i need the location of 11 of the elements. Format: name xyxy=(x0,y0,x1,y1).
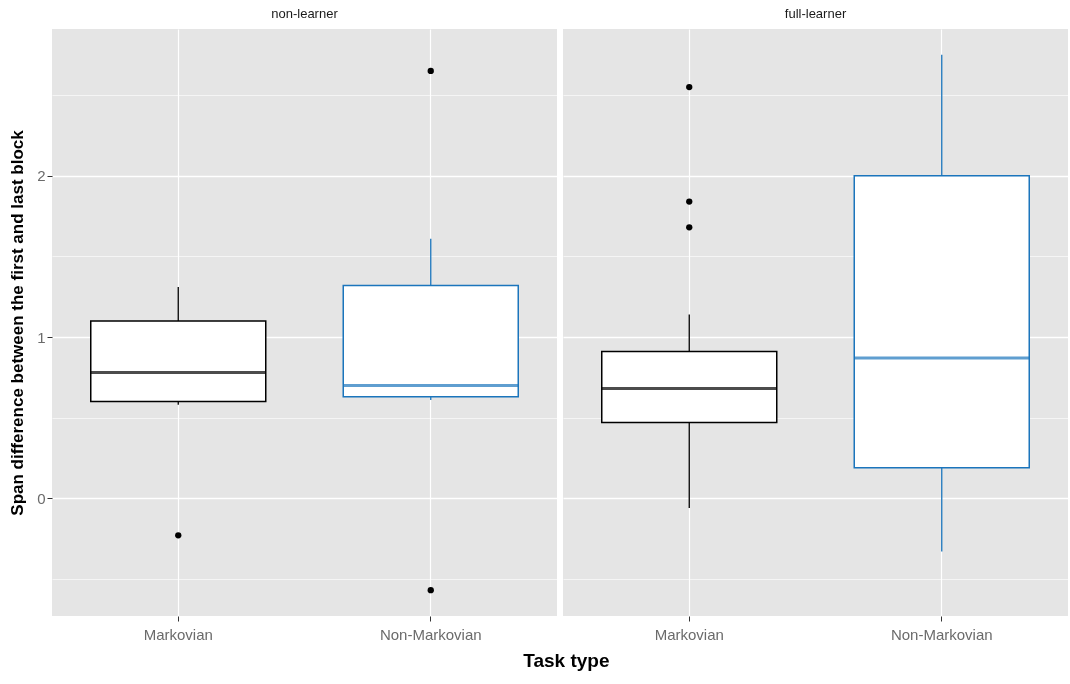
x-tick-label: Non-Markovian xyxy=(379,625,482,643)
x-tick-label: Markovian xyxy=(654,625,724,643)
y-tick-label: 1 xyxy=(37,328,46,346)
x-axis-title: Task type xyxy=(523,650,610,671)
chart-title: non-learner xyxy=(271,6,339,21)
x-tick-label: Non-Markovian xyxy=(890,625,993,643)
y-tick-label: 2 xyxy=(37,167,46,185)
y-tick-label: 0 xyxy=(37,489,46,507)
x-tick-label: Markovian xyxy=(143,625,213,643)
y-axis-title: Span difference between the first and last block xyxy=(8,129,28,516)
chart-title: full-learner xyxy=(784,6,847,21)
